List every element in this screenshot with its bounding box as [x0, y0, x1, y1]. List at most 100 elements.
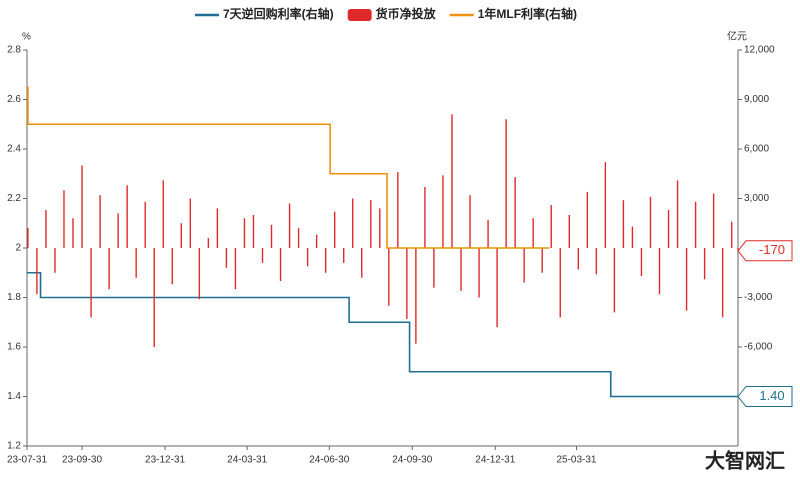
legend-label: 货币净投放	[376, 6, 437, 21]
bar	[658, 248, 661, 295]
y2-tick-label: 6,000	[744, 144, 769, 155]
y2-unit: 亿元	[727, 30, 747, 43]
y2-tick-label: -3,000	[744, 292, 773, 303]
legend-label: 7天逆回购利率(右轴)	[223, 6, 334, 21]
bar	[117, 213, 119, 248]
bar	[595, 248, 598, 275]
bar	[27, 228, 29, 248]
bar	[460, 248, 462, 291]
bar	[397, 172, 399, 248]
x-tick-label: 23-07-31	[7, 455, 47, 466]
y-tick-label: 2.2	[7, 193, 21, 204]
bar	[45, 210, 47, 248]
bar	[478, 248, 480, 298]
bar	[694, 201, 697, 248]
bar	[496, 248, 498, 328]
bar	[370, 200, 372, 248]
bar	[36, 248, 38, 295]
bar	[306, 248, 309, 267]
bar	[72, 218, 74, 248]
y-tick-label: 1.2	[7, 441, 21, 452]
bar	[216, 208, 219, 248]
bar	[324, 248, 327, 273]
y-tick-label: 2	[15, 243, 21, 254]
bar	[514, 177, 516, 248]
bar	[352, 198, 354, 248]
y-tick-label: 2.6	[7, 94, 21, 105]
bar	[721, 248, 724, 318]
bar	[108, 248, 110, 290]
bar	[703, 248, 706, 280]
bar	[252, 215, 255, 248]
bar	[162, 180, 164, 248]
bar	[234, 248, 237, 290]
bar	[424, 186, 426, 248]
bar	[631, 226, 634, 248]
bar	[243, 218, 246, 248]
bar	[297, 228, 300, 248]
end-label-box	[737, 386, 793, 407]
bar	[550, 205, 552, 248]
bar	[505, 119, 507, 248]
bar	[270, 224, 273, 248]
bar	[171, 248, 173, 285]
end-label: 1.40	[759, 388, 784, 403]
bar	[523, 248, 525, 283]
bar	[288, 203, 291, 248]
bar	[730, 221, 733, 248]
bar	[198, 248, 201, 300]
legend-label: 1年MLF利率(右轴)	[478, 6, 577, 21]
bar	[676, 180, 679, 248]
bar	[433, 248, 435, 288]
bar	[667, 210, 670, 248]
bar	[640, 248, 643, 277]
bar	[712, 193, 715, 248]
bar	[261, 248, 264, 263]
y-unit: %	[22, 32, 31, 43]
y-tick-label: 2.4	[7, 144, 21, 155]
bar	[559, 248, 561, 318]
line	[27, 86, 550, 249]
bar	[568, 215, 570, 248]
x-tick-label: 23-09-30	[62, 455, 102, 466]
bar	[279, 248, 282, 281]
x-tick-label: 24-09-30	[392, 455, 432, 466]
legend-swatch	[347, 9, 372, 21]
x-tick-label: 23-12-31	[145, 455, 185, 466]
bar	[442, 175, 444, 248]
bar	[225, 248, 228, 268]
bar	[99, 195, 101, 248]
y2-tick-label: 9,000	[744, 94, 769, 105]
bar	[126, 185, 128, 248]
bar	[451, 114, 453, 248]
y-tick-label: 2.8	[7, 45, 21, 56]
end-label: -170	[759, 242, 785, 257]
bar	[207, 238, 210, 248]
bar	[54, 248, 56, 273]
bar	[737, 248, 739, 251]
bar	[586, 191, 589, 248]
x-tick-label: 25-03-31	[556, 455, 596, 466]
bar	[135, 248, 137, 278]
y-tick-label: 1.6	[7, 342, 21, 353]
bar	[685, 248, 688, 311]
y2-tick-label: -6,000	[744, 342, 773, 353]
end-label-box	[737, 240, 793, 262]
y-tick-label: 1.8	[7, 292, 21, 303]
bar	[315, 234, 318, 248]
bar	[81, 165, 83, 248]
bar	[613, 248, 616, 313]
bar	[649, 196, 652, 248]
bar	[180, 223, 182, 248]
y-tick-label: 1.4	[7, 391, 21, 402]
bar	[415, 248, 417, 344]
y2-tick-label: 3,000	[744, 193, 769, 204]
line	[27, 271, 738, 398]
x-tick-label: 24-06-30	[309, 455, 349, 466]
y2-tick-label: 12,000	[744, 45, 775, 56]
x-tick-label: 24-03-31	[227, 455, 267, 466]
bar	[63, 190, 65, 248]
x-tick-label: 24-12-31	[475, 455, 515, 466]
bar	[379, 208, 381, 248]
